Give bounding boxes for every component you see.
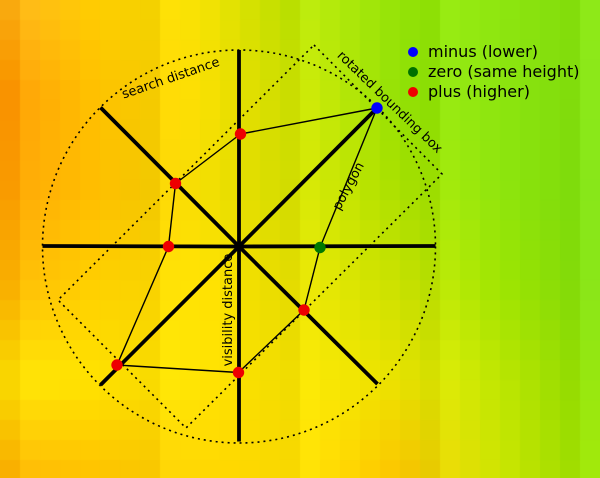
legend-label: minus (lower) <box>428 42 538 61</box>
visibility-spoke <box>42 244 240 249</box>
legend-item-zero: zero (same height) <box>408 62 579 82</box>
zero-dot-icon <box>408 67 418 77</box>
plus-point-marker <box>298 304 310 316</box>
legend-item-plus: plus (higher) <box>408 82 579 102</box>
rotated-bounding-box <box>56 43 444 430</box>
plus-point-marker <box>234 128 247 140</box>
visibility-spoke <box>99 245 241 387</box>
plus-point-marker <box>169 177 182 190</box>
polygon-label: polygon <box>330 160 368 213</box>
visibility-spoke <box>99 106 241 248</box>
legend-label: zero (same height) <box>428 62 580 81</box>
plus-point-marker <box>162 240 175 253</box>
legend-item-minus: minus (lower) <box>408 42 579 62</box>
minus-dot-icon <box>408 47 418 57</box>
legend-label: plus (higher) <box>428 82 530 101</box>
plus-point-marker <box>111 359 123 371</box>
visibility-distance-label: visibility distance <box>221 254 236 367</box>
minus-point-marker <box>371 102 383 114</box>
visibility-spoke <box>238 244 436 249</box>
visibility-spoke <box>237 106 379 248</box>
zero-point-marker <box>314 241 326 254</box>
plus-dot-icon <box>408 87 418 97</box>
legend: minus (lower) zero (same height) plus (h… <box>408 42 579 102</box>
visibility-spoke <box>237 245 379 386</box>
plus-point-marker <box>232 366 245 379</box>
